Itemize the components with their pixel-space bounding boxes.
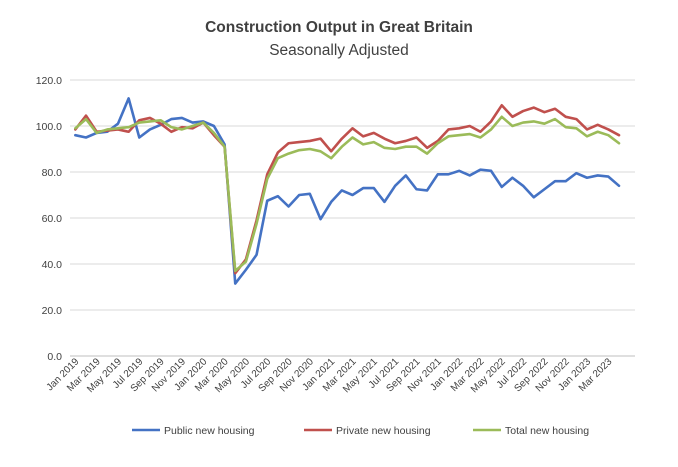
y-tick-label: 20.0 xyxy=(42,305,63,317)
y-tick-label: 40.0 xyxy=(42,259,63,271)
y-tick-label: 60.0 xyxy=(42,213,63,225)
y-tick-label: 120.0 xyxy=(36,75,62,87)
y-tick-label: 100.0 xyxy=(36,121,62,133)
chart-title: Construction Output in Great Britain xyxy=(205,19,473,36)
series-line-private-new-housing xyxy=(74,104,621,275)
series-line-public-new-housing xyxy=(74,97,621,285)
series-line-total-new-housing xyxy=(74,115,621,273)
legend-label: Private new housing xyxy=(336,425,431,437)
legend-label: Public new housing xyxy=(164,425,255,437)
y-axis: 0.0 20.0 40.0 60.0 80.0 100.0 120.0 xyxy=(36,75,62,363)
y-tick-label: 0.0 xyxy=(47,351,62,363)
legend: Public new housing Private new housing Tot… xyxy=(132,425,589,437)
series-lines xyxy=(74,97,621,285)
legend-label: Total new housing xyxy=(505,425,589,437)
y-tick-label: 80.0 xyxy=(42,167,63,179)
chart-subtitle: Seasonally Adjusted xyxy=(269,42,409,59)
